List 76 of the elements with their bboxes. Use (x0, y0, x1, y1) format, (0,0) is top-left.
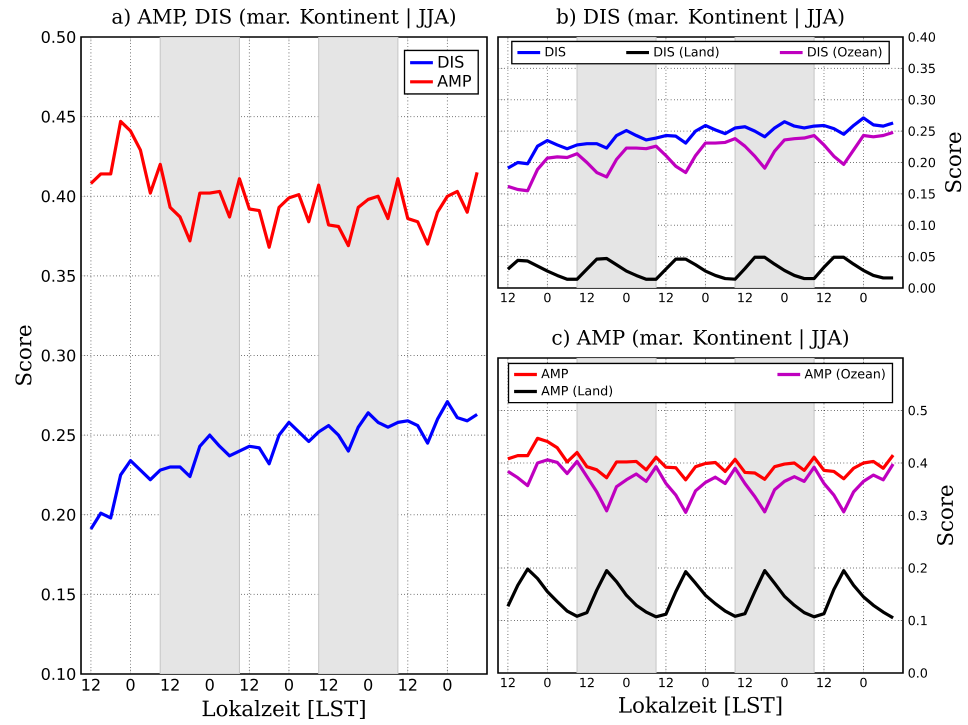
y-axis-title: Score (945, 132, 962, 192)
x-tick-label: 0 (702, 678, 709, 688)
y-tick-label: 0.3 (908, 510, 927, 520)
x-tick-label: 0 (860, 292, 867, 302)
legend-label: AMP (Land) (541, 386, 612, 397)
x-tick-label: 12 (240, 678, 258, 691)
legend-label: AMP (541, 368, 568, 378)
y-tick-label: 0.50 (42, 30, 76, 44)
chart-title: a) AMP, DIS (mar. Kontinent | JJA) (112, 8, 455, 28)
legend-label: DIS (Ozean) (808, 46, 882, 58)
x-axis-title: Lokalzeit [LST] (202, 700, 365, 719)
y-tick-label: 0.15 (42, 588, 75, 600)
x-tick-label: 0 (284, 678, 293, 691)
y-tick-label: 0.1 (908, 616, 927, 626)
x-tick-label: 12 (320, 678, 338, 691)
chart-title: b) DIS (mar. Kontinent | JJA) (556, 8, 844, 28)
line-series (89, 400, 479, 531)
x-tick-label: 0 (443, 678, 452, 691)
x-axis-title: Lokalzeit [LST] (619, 696, 782, 716)
y-tick-label: 0.40 (908, 32, 936, 42)
y-tick-label: 0.15 (908, 189, 935, 199)
x-tick-label: 12 (580, 678, 594, 688)
x-tick-label: 12 (82, 678, 100, 691)
x-tick-label: 12 (738, 292, 752, 302)
line-series (506, 130, 895, 192)
y-tick-label: 0.35 (42, 270, 75, 282)
x-tick-label: 12 (580, 292, 594, 302)
x-tick-label: 0 (206, 678, 214, 691)
legend-label: DIS (438, 56, 464, 68)
y-tick-label: 0.20 (908, 158, 936, 168)
x-tick-label: 0 (860, 678, 867, 688)
y-tick-label: 0.45 (42, 110, 75, 123)
y-tick-label: 0.10 (42, 668, 76, 680)
legend-label: DIS (Land) (654, 46, 718, 58)
y-tick-label: 0.05 (908, 252, 935, 262)
x-tick-label: 0 (364, 678, 372, 691)
x-tick-label: 0 (781, 292, 788, 302)
y-tick-label: 0.35 (908, 64, 935, 74)
y-axis-title: Score (15, 325, 32, 385)
chart-title: c) AMP (mar. Kontinent | JJA) (552, 329, 848, 350)
line-series (89, 120, 479, 249)
x-tick-label: 12 (501, 678, 515, 688)
legend-label: AMP (437, 74, 471, 87)
line-series (506, 116, 895, 170)
y-tick-label: 0.00 (908, 283, 936, 293)
x-tick-label: 12 (162, 678, 179, 691)
x-tick-label: 12 (817, 678, 831, 688)
x-tick-label: 12 (399, 678, 416, 691)
line-series (506, 436, 895, 482)
y-tick-label: 0.2 (908, 563, 927, 573)
x-tick-label: 12 (501, 292, 515, 302)
x-tick-label: 0 (781, 678, 788, 688)
x-tick-label: 0 (126, 678, 135, 691)
y-axis-title: Score (937, 485, 954, 545)
x-tick-label: 12 (817, 292, 831, 302)
x-tick-label: 0 (623, 678, 630, 688)
y-tick-label: 0.4 (908, 458, 928, 468)
y-tick-label: 0.30 (908, 94, 936, 105)
y-tick-label: 0.25 (42, 429, 75, 442)
line-series (506, 458, 895, 514)
y-tick-label: 0.0 (908, 668, 928, 678)
x-tick-label: 0 (544, 678, 551, 688)
x-tick-label: 12 (738, 678, 752, 688)
x-tick-label: 0 (544, 292, 551, 302)
x-tick-label: 0 (623, 292, 630, 302)
x-tick-label: 12 (659, 678, 673, 688)
y-tick-label: 0.30 (42, 349, 76, 362)
x-tick-label: 12 (659, 292, 673, 302)
y-tick-label: 0.25 (908, 126, 935, 136)
y-tick-label: 0.10 (908, 220, 936, 230)
legend-label: DIS (546, 46, 566, 56)
x-tick-label: 0 (702, 292, 709, 302)
y-tick-label: 0.5 (908, 406, 927, 416)
legend-label: AMP (Ozean) (804, 368, 885, 380)
y-tick-label: 0.40 (42, 190, 76, 202)
y-tick-label: 0.20 (42, 508, 76, 521)
